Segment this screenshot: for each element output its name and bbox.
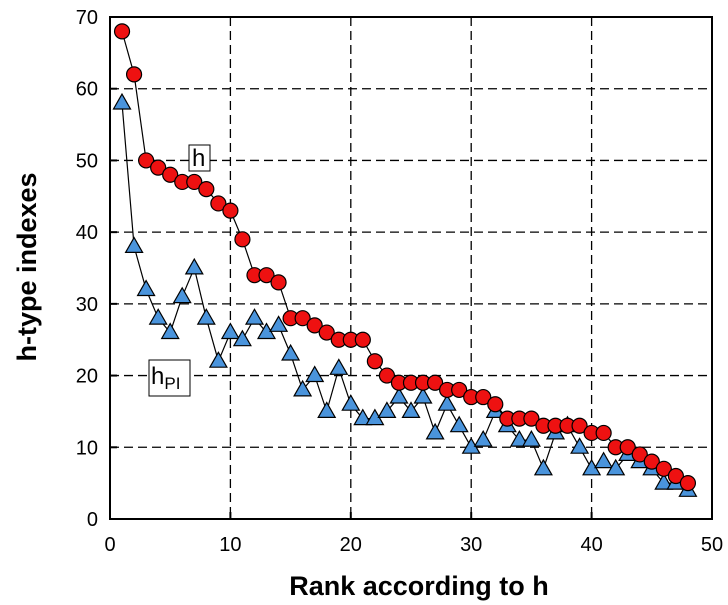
x-tick-label: 20 [340,534,362,556]
hpi-point [305,365,325,383]
hpi-point [208,351,228,368]
h-point [113,23,131,40]
h-point [318,324,335,341]
annotation-hpi-subscript: PI [164,374,180,393]
x-tick-labels: 0 10 20 30 40 50 [104,534,723,556]
annotations: h hPI [148,144,211,397]
annotation-h-text: h [192,145,205,172]
h-point [234,231,251,248]
h-point [378,367,396,384]
hpi-point [148,308,168,325]
hpi-point [293,379,313,397]
h-point [354,331,371,348]
h-point [475,388,492,406]
h-point [571,417,588,434]
y-tick-label: 70 [76,7,98,29]
hpi-point [329,358,349,375]
annotation-hpi: hPI [148,359,191,397]
hpi-point [570,437,590,454]
hpi-point [521,429,541,447]
h-point [210,195,227,212]
annotation-hpi-text: h [151,363,164,390]
hpi-point [341,394,361,411]
svg-text:hPI: hPI [151,363,180,393]
h-point [258,267,275,284]
y-tick-label: 30 [76,294,98,316]
h-point [222,202,239,219]
h-point [619,439,636,456]
plot-frame [109,16,713,520]
hpi-point [401,401,421,418]
h-point [631,446,648,463]
hpi-point [389,386,409,404]
y-tick-label: 40 [76,222,98,244]
hpi-point [269,315,289,332]
h-point [679,475,697,492]
h-point [643,453,660,470]
hpi-point [509,429,529,447]
hpi-point [160,322,180,340]
h-point [198,181,215,198]
hpi-point [413,386,433,404]
y-tick-label: 10 [76,437,98,459]
hpi-point [184,257,204,275]
hpi-point [232,329,252,347]
h-point [655,460,672,477]
series-h-markers [113,23,697,492]
hpi-point [112,92,132,110]
plot-border [109,16,713,520]
h-point [162,166,179,183]
hpi-point [437,394,457,411]
h-point [366,353,383,370]
h-point [451,381,468,399]
y-axis-title: h-type indexes [12,172,42,361]
hpi-point [317,401,337,418]
hpi-point [606,458,626,476]
series-lines [121,31,689,491]
x-tick-label: 40 [580,534,602,556]
hpi-point [196,308,216,325]
y-tick-label: 0 [87,509,98,531]
h-point [426,374,444,391]
y-tick-labels: 0 10 20 30 40 50 60 70 [76,7,98,531]
h-point [270,274,287,291]
hpi-point [220,322,240,340]
hpi-point [124,236,144,253]
hpi-point [353,408,373,426]
x-tick-label: 50 [701,534,723,556]
h-point [150,159,167,176]
hpi-point [377,401,397,418]
hpi-point [244,308,265,325]
h-point [125,66,143,83]
hpi-point [136,279,156,297]
y-tick-label: 50 [76,150,98,172]
h-point [186,173,203,191]
h-point [487,396,504,413]
hpi-point [281,343,301,361]
hpi-point [654,472,674,490]
hpi-point [172,286,192,304]
h-point [595,424,612,442]
hpi-point [594,451,614,469]
x-tick-label: 10 [219,534,241,556]
hpi-point [449,415,469,433]
x-axis-title: Rank according to h [289,571,549,601]
y-tick-label: 20 [76,366,98,388]
hpi-point [533,458,553,476]
h-point [294,310,311,327]
annotation-h: h [188,144,211,172]
h-point [138,152,155,169]
x-tick-label: 0 [104,534,115,556]
h-point [306,317,323,334]
h-point [667,467,684,485]
hpi-point [473,429,493,447]
hpi-point [425,422,445,440]
y-tick-label: 60 [76,79,98,101]
h-point [523,410,540,427]
x-tick-label: 30 [460,534,482,556]
